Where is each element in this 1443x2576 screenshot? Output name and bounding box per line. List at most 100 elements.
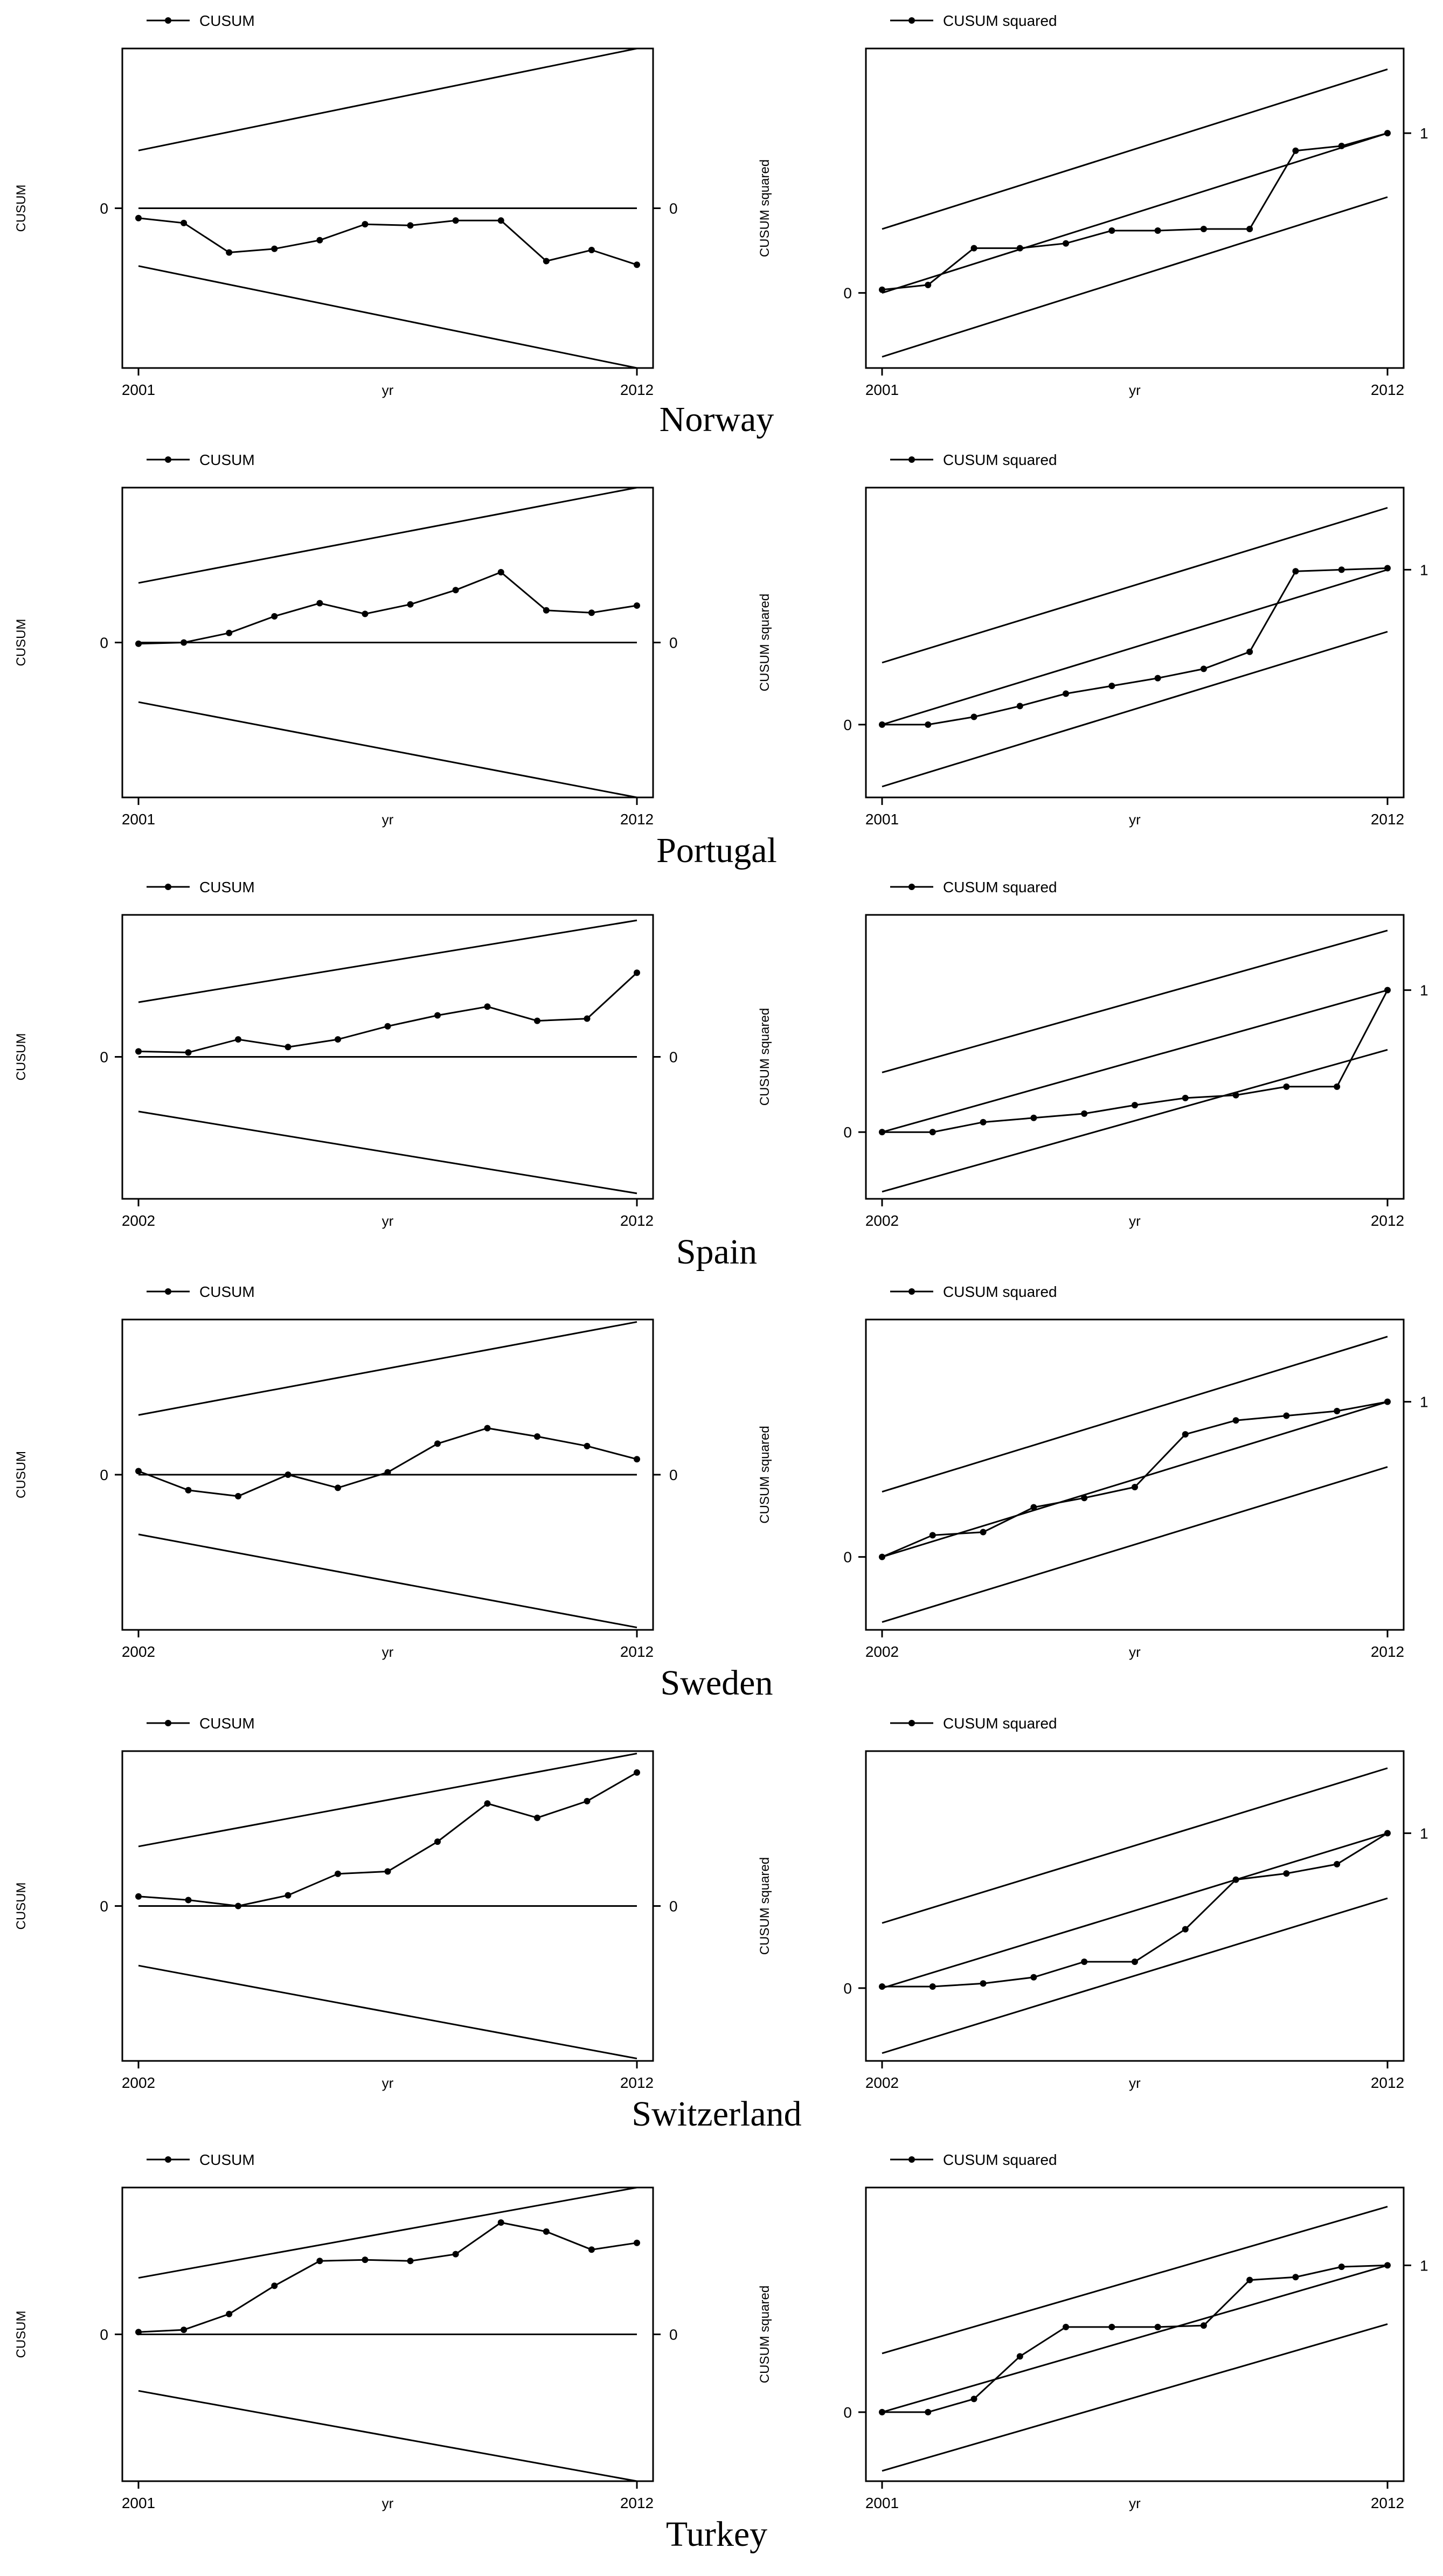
legend-label: CUSUM squared	[943, 12, 1057, 29]
legend-marker-key	[908, 1288, 915, 1295]
data-point	[135, 640, 142, 647]
upper-critical-line	[138, 47, 637, 151]
data-point	[929, 1983, 936, 1990]
data-point	[980, 1980, 987, 1987]
data-point	[879, 1129, 885, 1136]
x-tick-label-start: 2002	[865, 1212, 899, 1229]
cusumsq-panel-norway: 0 1 2001 2012 yr CUSUM squared CUSUM squared	[758, 12, 1428, 398]
y-tick-label-left: 0	[843, 2404, 852, 2421]
y-axis-title: CUSUM	[14, 619, 29, 666]
y-axis-title: CUSUM	[14, 1451, 29, 1498]
cusum-panel-spain: 0 0 2002 2012 yr CUSUM CUSUM	[14, 879, 678, 1229]
x-tick-label-start: 2002	[122, 1643, 155, 1660]
data-point	[1292, 568, 1299, 575]
data-point	[1338, 2263, 1345, 2271]
data-point	[1200, 665, 1207, 672]
y-tick-label-right: 1	[1420, 1394, 1428, 1411]
data-point	[1132, 1484, 1138, 1491]
legend-marker-key	[165, 17, 171, 24]
x-tick-label-end: 2012	[620, 2495, 654, 2511]
legend-label: CUSUM squared	[943, 879, 1057, 895]
data-point	[484, 1425, 491, 1432]
data-point	[1246, 226, 1253, 233]
y-tick-label-left: 0	[100, 1898, 108, 1915]
cusumsq-panel-turkey: 0 1 2001 2012 yr CUSUM squared CUSUM squared	[758, 2151, 1428, 2511]
x-tick-label-start: 2001	[865, 811, 899, 828]
upper-critical-line	[882, 2205, 1388, 2355]
data-point	[271, 245, 278, 252]
x-tick-label-end: 2012	[1371, 2074, 1404, 2091]
legend-label: CUSUM squared	[943, 452, 1057, 468]
upper-critical-line	[882, 68, 1388, 230]
data-point	[135, 1048, 142, 1055]
data-point	[584, 1015, 591, 1022]
y-tick-label-right: 0	[669, 2327, 678, 2343]
y-tick-label-right: 1	[1420, 2257, 1428, 2274]
y-tick-label-left: 0	[843, 1980, 852, 1997]
data-point	[407, 222, 414, 229]
data-point	[534, 1017, 540, 1024]
y-tick-label-left: 0	[843, 1549, 852, 1566]
y-axis-title: CUSUM	[14, 1883, 29, 1930]
x-axis-title: yr	[1129, 811, 1141, 828]
data-point	[1132, 1102, 1138, 1109]
data-point	[925, 721, 932, 728]
data-point	[1182, 1094, 1189, 1101]
legend-marker-key	[165, 1720, 171, 1726]
data-point	[1334, 1860, 1341, 1867]
y-tick-label-left: 0	[843, 285, 852, 302]
data-point	[1200, 226, 1207, 233]
y-tick-label-right: 1	[1420, 1825, 1428, 1842]
data-point	[925, 281, 932, 288]
data-point	[1246, 2276, 1253, 2283]
country-caption: Switzerland	[632, 2094, 801, 2134]
data-point	[634, 969, 640, 976]
expected-path-line	[882, 989, 1388, 1133]
data-point	[879, 1983, 885, 1990]
upper-critical-line	[138, 1752, 637, 1848]
data-point	[335, 1484, 341, 1491]
x-axis-title: yr	[1129, 2075, 1141, 2091]
legend-label: CUSUM	[199, 1283, 255, 1300]
data-point	[1154, 2323, 1161, 2330]
y-axis-title: CUSUM squared	[758, 594, 772, 691]
lower-critical-line	[138, 2390, 637, 2482]
x-tick-label-end: 2012	[1371, 1212, 1404, 1229]
data-point	[452, 587, 459, 594]
x-tick-label-end: 2012	[620, 1643, 654, 1660]
data-point	[1246, 648, 1253, 655]
data-point	[185, 1487, 192, 1494]
x-axis-title: yr	[382, 2075, 394, 2091]
country-caption: Portugal	[656, 831, 777, 870]
y-axis-title: CUSUM	[14, 2311, 29, 2358]
data-point	[484, 1800, 491, 1807]
series-line	[138, 217, 637, 266]
data-point	[1030, 1974, 1037, 1981]
legend-label: CUSUM squared	[943, 1715, 1057, 1732]
x-tick-label-end: 2012	[1371, 1643, 1404, 1660]
data-point	[135, 1893, 142, 1900]
legend-label: CUSUM squared	[943, 1283, 1057, 1300]
x-tick-label-start: 2001	[122, 811, 155, 828]
data-point	[1081, 1495, 1088, 1502]
data-point	[1384, 565, 1391, 572]
data-point	[1283, 1412, 1290, 1419]
x-tick-label-end: 2012	[1371, 381, 1404, 398]
data-point	[1063, 2323, 1070, 2330]
data-point	[879, 721, 885, 728]
data-point	[362, 2256, 369, 2263]
y-tick-label-left: 0	[100, 1467, 108, 1483]
data-point	[879, 2408, 885, 2415]
data-point	[335, 1036, 341, 1043]
data-point	[316, 600, 323, 607]
data-point	[135, 214, 142, 221]
data-point	[1030, 1114, 1037, 1121]
x-axis-title: yr	[382, 382, 394, 398]
data-point	[226, 249, 233, 256]
y-axis-title: CUSUM squared	[758, 1426, 772, 1523]
x-tick-label-start: 2001	[865, 381, 899, 398]
x-tick-label-start: 2001	[122, 2495, 155, 2511]
x-tick-label-end: 2012	[620, 1212, 654, 1229]
upper-critical-line	[138, 919, 637, 1003]
